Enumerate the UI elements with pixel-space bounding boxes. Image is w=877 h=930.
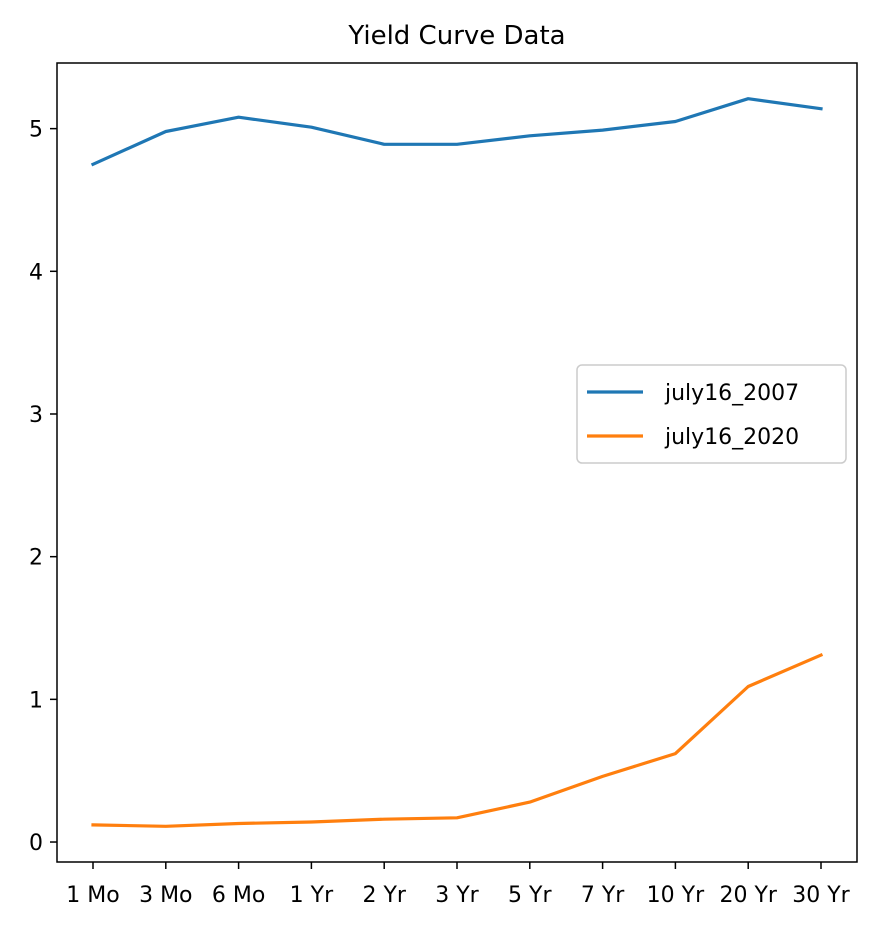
legend: july16_2007 july16_2020 — [576, 364, 847, 464]
x-tick-label: 30 Yr — [792, 883, 850, 908]
y-tick-label: 2 — [29, 546, 43, 571]
y-tick-label: 3 — [29, 403, 43, 428]
x-tick-label: 3 Mo — [139, 883, 192, 908]
y-tick-label: 0 — [29, 831, 43, 856]
x-tick-label: 1 Yr — [290, 883, 334, 908]
x-tick-label: 10 Yr — [647, 883, 705, 908]
x-tick-label: 7 Yr — [581, 883, 625, 908]
x-tick-label: 1 Mo — [66, 883, 119, 908]
y-tick-label: 4 — [29, 260, 43, 285]
x-axis: 1 Mo 3 Mo 6 Mo 1 Yr 2 Yr 3 Yr 5 Yr 7 Yr 10 Yr 20 … — [66, 862, 851, 908]
plot-area-frame — [56, 62, 858, 863]
legend-box — [576, 364, 847, 464]
x-tick-label: 3 Yr — [435, 883, 479, 908]
x-tick-label: 5 Yr — [508, 883, 552, 908]
series-line-july16_2020 — [91, 652, 824, 828]
plot-lines — [90, 97, 824, 828]
chart-title: Yield Curve Data — [347, 21, 565, 51]
y-tick-label: 1 — [29, 688, 43, 713]
x-tick-label: 6 Mo — [212, 883, 265, 908]
x-tick-label: 20 Yr — [719, 883, 777, 908]
series-line-july16_2007 — [90, 97, 823, 167]
legend-label: july16_2007 — [664, 381, 799, 406]
y-axis: 0 1 2 3 4 5 — [29, 118, 57, 856]
y-tick-label: 5 — [29, 118, 43, 143]
legend-label: july16_2020 — [664, 425, 799, 450]
x-tick-label: 2 Yr — [362, 883, 406, 908]
